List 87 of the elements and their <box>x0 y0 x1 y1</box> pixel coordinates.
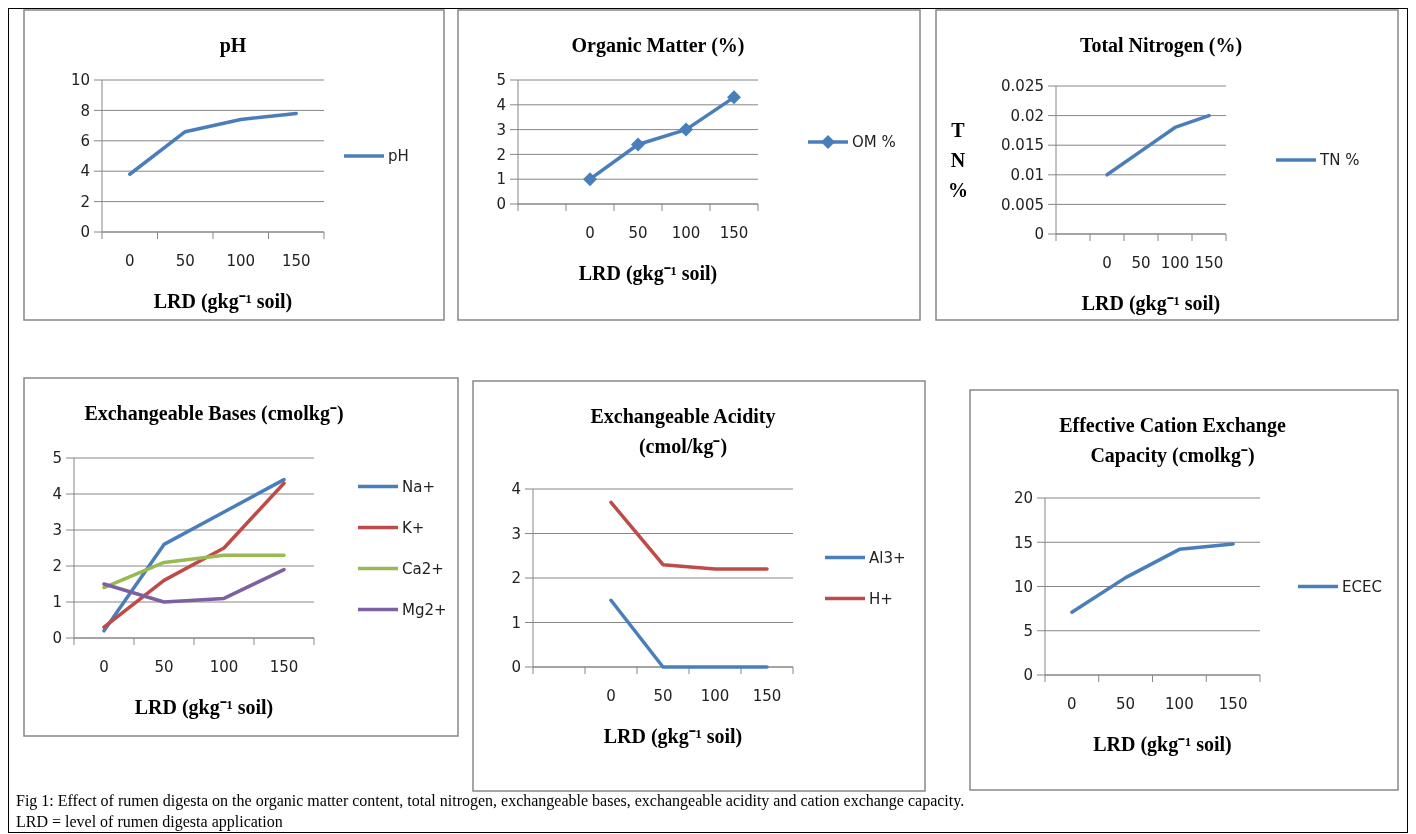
line-series <box>1070 542 1235 614</box>
y-tick-label: 10 <box>70 71 90 90</box>
y-tick-label: 0.01 <box>1010 166 1044 185</box>
y-tick-label: 0 <box>52 629 62 648</box>
y-tick-label: 0.025 <box>1001 77 1044 96</box>
x-tick-label: 100 <box>209 658 239 676</box>
y-tick-label: 1 <box>52 593 62 612</box>
x-tick-label: 100 <box>671 224 701 242</box>
x-tick-label: 50 <box>1116 695 1136 713</box>
legend-label: Al3+ <box>869 548 906 567</box>
x-tick-label: 150 <box>1218 695 1248 713</box>
x-tick-label: 50 <box>1131 254 1151 272</box>
x-tick-label: 0 <box>99 658 109 676</box>
point <box>679 122 693 137</box>
legend-label: ECEC <box>1342 577 1382 596</box>
legend-label: pH <box>388 147 409 166</box>
text: LRD = level of rumen digesta application <box>16 813 283 831</box>
x-tick-label: 0 <box>1102 254 1112 272</box>
y-tick-label: 5 <box>52 449 62 468</box>
x-tick-label: 100 <box>700 687 730 705</box>
y-tick-label: 10 <box>1013 577 1033 596</box>
y-tick-label: 0.015 <box>1001 136 1044 155</box>
chart-title: Organic Matter (%) <box>571 34 745 57</box>
x-tick-label: 150 <box>1194 254 1224 272</box>
x-axis-title: LRD (gkg⁻¹ soil) <box>134 696 274 719</box>
x-tick-label: 50 <box>175 252 195 270</box>
y-tick-label: 0 <box>496 195 506 214</box>
y-tick-label: 3 <box>496 120 506 139</box>
chart-title: Exchangeable Acidity (cmol/kg⁻) <box>590 405 776 458</box>
chart-title: Effective Cation Exchange Capacity (cmolkg⁻) <box>1059 414 1286 467</box>
legend-label: K+ <box>402 518 425 537</box>
x-tick-label: 0 <box>606 687 616 705</box>
x-axis-title: LRD (gkg⁻¹ soil) <box>1093 733 1232 756</box>
x-tick-label: 150 <box>719 224 749 242</box>
point <box>583 172 597 187</box>
y-tick-label: 20 <box>1013 489 1033 508</box>
x-tick-label: 100 <box>1160 254 1190 272</box>
y-tick-label: 3 <box>511 524 521 543</box>
y-tick-label: 4 <box>80 162 90 181</box>
y-tick-label: 6 <box>80 132 90 151</box>
x-tick-label: 150 <box>752 687 782 705</box>
y-axis-title: TN% <box>948 119 968 201</box>
point <box>631 137 645 152</box>
x-tick-label: 100 <box>1165 695 1194 713</box>
line-series <box>102 567 286 604</box>
x-tick-label: 0 <box>585 224 595 242</box>
legend-label: Ca2+ <box>402 559 444 578</box>
x-tick-label: 100 <box>226 252 256 270</box>
x-tick-label: 0 <box>124 252 135 270</box>
point <box>727 90 741 105</box>
chart-title: Exchangeable Bases (cmolkg⁻) <box>84 402 344 425</box>
chart-title: Total Nitrogen (%) <box>1079 34 1243 57</box>
x-tick-label: 0 <box>1067 695 1077 713</box>
y-tick-label: 0.02 <box>1010 106 1044 125</box>
y-tick-label: 1 <box>511 613 521 632</box>
legend-label: Mg2+ <box>402 600 447 619</box>
x-tick-label: 50 <box>653 687 673 705</box>
y-tick-label: 2 <box>80 192 90 211</box>
line-series <box>1105 113 1211 177</box>
y-tick-label: 2 <box>511 569 521 588</box>
x-tick-label: 50 <box>154 658 174 676</box>
legend-label: TN % <box>1319 151 1360 170</box>
caption: Fig 1: Effect of rumen digesta on the organic matter content, total nitrogen, exchangeable bases, exchangeable acidity and cation exchange capacity. <box>16 792 965 810</box>
y-tick-label: 15 <box>1013 533 1033 552</box>
y-tick-label: 4 <box>52 485 62 504</box>
x-tick-label: 150 <box>269 658 299 676</box>
chart-title: pH <box>219 34 247 57</box>
legend-label: OM % <box>852 133 896 152</box>
y-tick-label: 5 <box>496 71 506 90</box>
y-tick-label: 5 <box>1023 622 1033 640</box>
y-tick-label: 0.005 <box>1001 195 1044 214</box>
legend-label: H+ <box>869 589 893 608</box>
x-axis-title: LRD (gkg⁻¹ soil) <box>603 725 743 748</box>
legend-label: Na+ <box>402 477 435 496</box>
y-tick-label: 8 <box>80 101 90 120</box>
y-tick-label: 3 <box>52 521 62 540</box>
y-tick-label: 4 <box>496 96 506 115</box>
x-tick-label: 50 <box>628 224 648 242</box>
y-tick-label: 2 <box>52 557 62 576</box>
y-tick-label: 1 <box>496 170 506 189</box>
x-axis-title: LRD (gkg⁻¹ soil) <box>578 262 718 285</box>
y-tick-label: 2 <box>496 145 506 164</box>
x-axis-title: LRD (gkg⁻¹ soil) <box>153 290 293 313</box>
y-tick-label: 4 <box>511 480 521 499</box>
x-axis-title: LRD (gkg⁻¹ soil) <box>1081 292 1221 315</box>
line-series <box>128 111 298 176</box>
x-tick-label: 150 <box>281 252 311 270</box>
